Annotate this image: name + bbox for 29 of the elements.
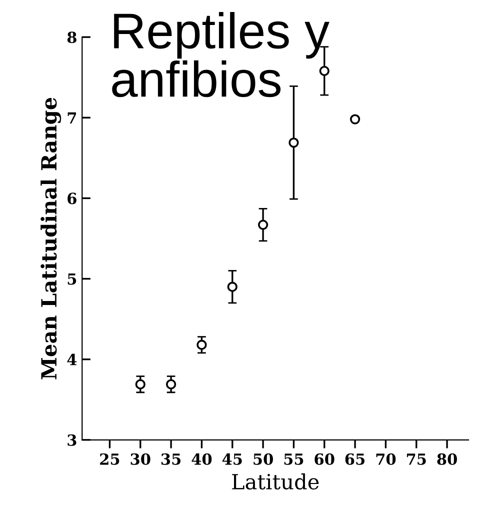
y-tick-label: 5: [68, 273, 76, 285]
chart-title: Reptiles y anfibios: [112, 12, 330, 98]
x-tick-label: 50: [254, 453, 273, 465]
point: [196, 340, 207, 350]
point: [258, 220, 268, 230]
point: [319, 66, 330, 76]
x-tick-label: 55: [284, 454, 304, 465]
point: [166, 379, 176, 390]
y-tick-label: 7: [68, 112, 76, 124]
x-tick-label: 60: [314, 453, 334, 465]
x-tick-label: 35: [161, 453, 181, 465]
x-tick-label: 25: [100, 453, 120, 465]
x-tick-label: 40: [192, 453, 212, 465]
y-tick-label: 3: [68, 434, 76, 446]
x-axis-title: Latitude: [232, 473, 319, 490]
point: [288, 138, 299, 148]
x-tick-label: 75: [406, 454, 426, 465]
y-tick-label: 6: [68, 192, 76, 204]
point: [227, 282, 238, 292]
y-axis-title: Mean Latitudinal Range: [40, 98, 62, 380]
point: [350, 114, 360, 124]
y-tick-label: 8: [67, 32, 76, 44]
x-tick-label: 65: [345, 453, 365, 465]
point: [135, 379, 146, 390]
x-tick-label: 30: [130, 453, 150, 465]
x-tick-label: 45: [222, 453, 242, 465]
x-tick-label: 80: [437, 453, 457, 465]
x-tick-label: 70: [376, 453, 396, 465]
y-tick-label: 4: [67, 354, 77, 366]
